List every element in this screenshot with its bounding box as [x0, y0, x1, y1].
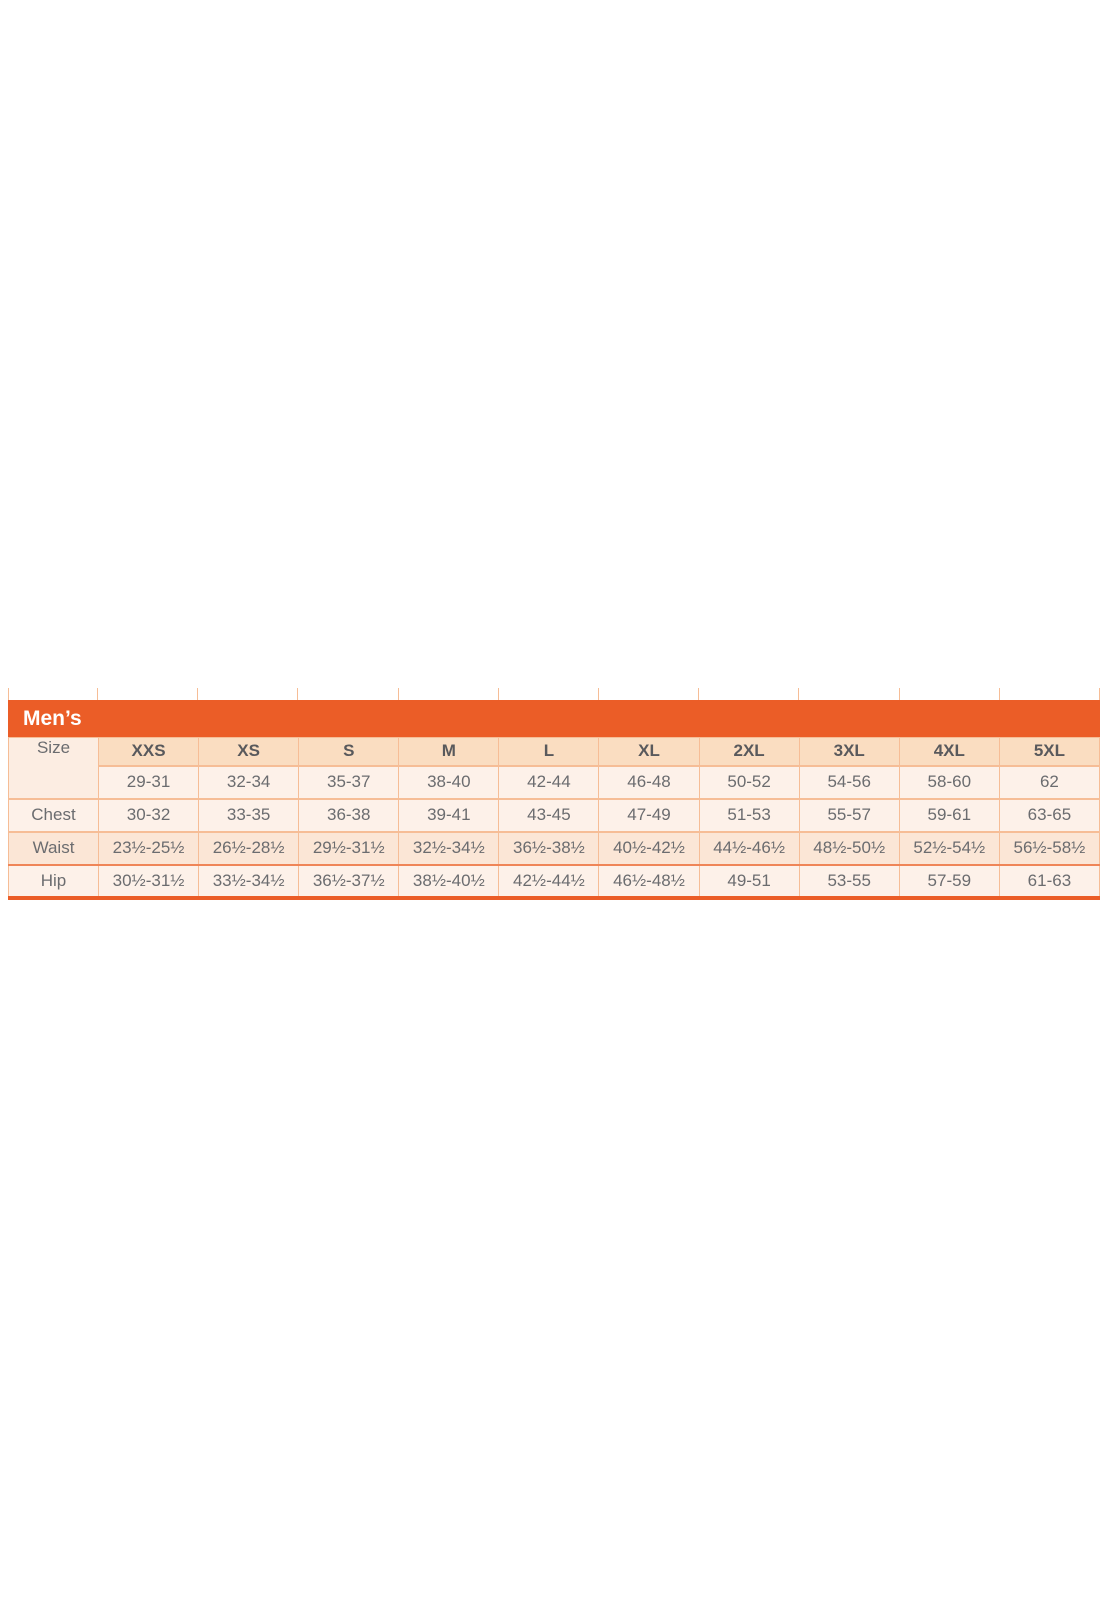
size-value-cell: 52½-54½: [898, 830, 1000, 865]
size-value-cell: 38-40: [398, 764, 500, 799]
size-value-cell: 56½-58½: [998, 830, 1101, 865]
measurement-row: Waist 23½-25½ 26½-28½ 29½-31½ 32½-34½ 36½-38½…: [8, 830, 1101, 865]
size-value-cell: 33½-34½: [198, 863, 300, 898]
size-value-cell: 33-35: [198, 797, 300, 832]
measurement-row: Hip 30½-31½ 33½-34½ 36½-37½ 38½-40½ 42½-44½ 46…: [8, 863, 1101, 898]
size-value-cell: 40½-42½: [598, 830, 700, 865]
size-row-label: Size: [8, 737, 99, 799]
mens-size-chart: Men’s Size XXS XS S M L XL 2XL 3XL 4XL 5XL 29-31 32-…: [8, 688, 1101, 900]
size-value-cell: 32-34: [198, 764, 300, 799]
size-value-cell: 61-63: [998, 863, 1101, 898]
size-value-cell: 26½-28½: [198, 830, 300, 865]
remnant-cell-border: [900, 688, 1000, 700]
size-value-cell: 43-45: [498, 797, 600, 832]
size-value-cell: 58-60: [898, 764, 1000, 799]
remnant-cell-border: [599, 688, 700, 700]
size-value-cell: 46-48: [598, 764, 700, 799]
remnant-cell-border: [799, 688, 900, 700]
size-value-cell: 32½-34½: [398, 830, 500, 865]
size-value-cell: 54-56: [798, 764, 900, 799]
size-value-cell: 50-52: [698, 764, 800, 799]
remnant-cell-border: [98, 688, 199, 700]
size-value-cell: 57-59: [898, 863, 1000, 898]
size-value-cell: 36-38: [298, 797, 400, 832]
remnant-cell-border: [298, 688, 399, 700]
size-column-header: L: [498, 737, 600, 766]
size-column-header: XS: [198, 737, 300, 766]
size-value-cell: 35-37: [298, 764, 400, 799]
row-label: Waist: [8, 830, 99, 865]
size-column-header: XL: [598, 737, 700, 766]
size-table-body: Size XXS XS S M L XL 2XL 3XL 4XL 5XL 29-31 32-34 35-3…: [8, 737, 1101, 898]
size-value-cell: 51-53: [698, 797, 800, 832]
size-value-cell: 23½-25½: [97, 830, 200, 865]
remnant-cell-border: [1000, 688, 1100, 700]
size-value-cell: 49-51: [698, 863, 800, 898]
remnant-cell-border: [198, 688, 299, 700]
size-column-header: M: [398, 737, 500, 766]
size-value-cell: 44½-46½: [698, 830, 800, 865]
size-value-cell: 30-32: [97, 797, 200, 832]
size-column-header: 4XL: [898, 737, 1000, 766]
remnant-cell-border: [699, 688, 800, 700]
size-table: Size XXS XS S M L XL 2XL 3XL 4XL 5XL 29-31 32-34 35-3…: [8, 737, 1101, 900]
size-value-cell: 63-65: [998, 797, 1101, 832]
size-value-cell: 55-57: [798, 797, 900, 832]
size-column-header: 3XL: [798, 737, 900, 766]
row-label: Chest: [8, 797, 99, 832]
size-value-cell: 59-61: [898, 797, 1000, 832]
size-value-cell: 30½-31½: [97, 863, 200, 898]
size-value-cell: 29½-31½: [298, 830, 400, 865]
size-value-cell: 47-49: [598, 797, 700, 832]
measurement-row: Chest 30-32 33-35 36-38 39-41 43-45 47-49 51-53…: [8, 797, 1101, 832]
size-value-cell: 42-44: [498, 764, 600, 799]
size-value-cell: 62: [998, 764, 1101, 799]
size-value-cell: 36½-38½: [498, 830, 600, 865]
size-value-cell: 42½-44½: [498, 863, 600, 898]
size-value-cell: 38½-40½: [398, 863, 500, 898]
chart-title-bar: Men’s: [8, 700, 1100, 737]
size-column-header: S: [298, 737, 400, 766]
cropped-table-remnant: [8, 688, 1100, 700]
remnant-cell-border: [399, 688, 499, 700]
size-column-header: 5XL: [998, 737, 1101, 766]
row-label: Hip: [8, 863, 99, 898]
size-value-cell: 48½-50½: [798, 830, 900, 865]
remnant-cell-border: [8, 688, 98, 700]
size-value-cell: 53-55: [798, 863, 900, 898]
size-value-cell: 39-41: [398, 797, 500, 832]
chart-title: Men’s: [23, 707, 82, 730]
size-column-header: 2XL: [698, 737, 800, 766]
size-header-row: Size XXS XS S M L XL 2XL 3XL 4XL 5XL: [8, 737, 1101, 799]
remnant-cell-border: [499, 688, 599, 700]
size-value-cell: 36½-37½: [298, 863, 400, 898]
size-column-header: XXS: [97, 737, 200, 766]
numeric-size-row: 29-31 32-34 35-37 38-40 42-44 46-48 50-52 54-56…: [9, 764, 1101, 799]
size-value-cell: 29-31: [97, 764, 200, 799]
size-value-cell: 46½-48½: [598, 863, 700, 898]
